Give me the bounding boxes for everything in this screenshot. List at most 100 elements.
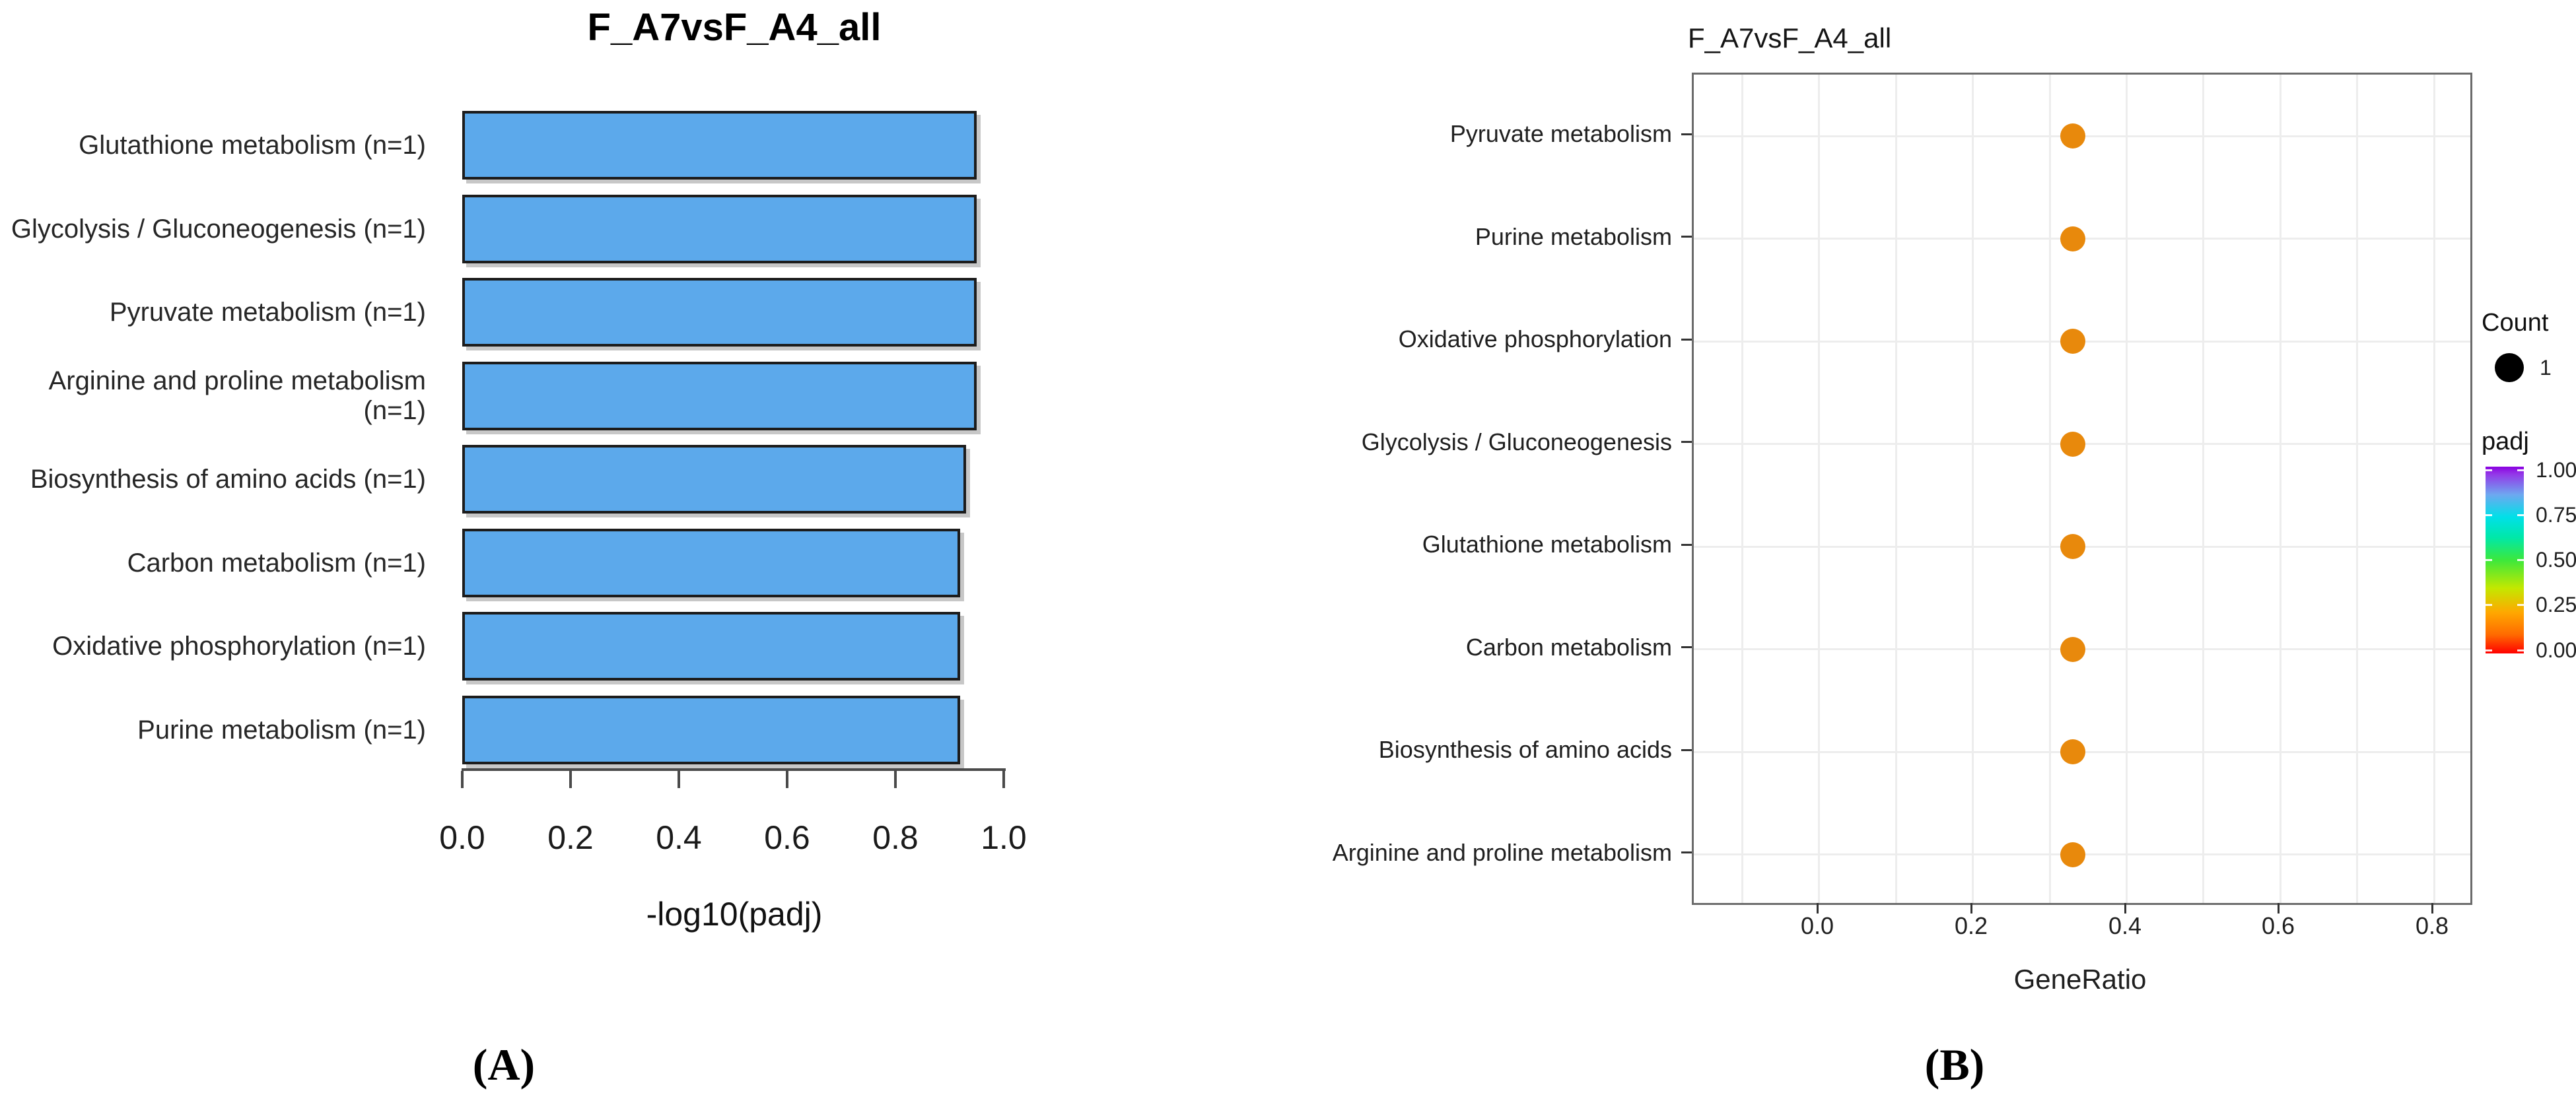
colorbar-tick [2486,514,2492,516]
legend-count-size-label: 1 [2540,355,2552,380]
vertical-gridline [1741,75,1743,903]
colorbar-tick [2517,604,2524,607]
panel-a-caption: (A) [472,1040,536,1090]
y-axis-tick [1681,236,1692,238]
x-axis-tick-label: 0.4 [2108,912,2142,939]
y-axis-tick [1681,133,1692,135]
x-axis-tick-label: 0.6 [764,819,810,856]
x-axis-tick [569,771,572,788]
y-axis-category-label: Purine metabolism [1475,222,1672,250]
x-axis-tick-label: 0.0 [1800,912,1834,939]
bar [462,362,977,430]
bar-category-label: Purine metabolism (n=1) [137,715,426,745]
bar [462,696,960,764]
x-axis-tick [1816,903,1819,914]
bar-category-label: Pyruvate metabolism (n=1) [109,297,426,327]
x-axis-tick-label: 0.2 [547,819,594,856]
panel-b-title: F_A7vsF_A4_all [1688,22,1892,53]
legend-count-title: Count [2482,309,2549,337]
vertical-gridline [2202,75,2205,903]
bar-category-label: Glycolysis / Gluconeogenesis (n=1) [11,214,426,244]
y-axis-category-label: Biosynthesis of amino acids [1378,736,1672,764]
y-axis-tick [1681,851,1692,854]
panel-b-x-axis-label: GeneRatio [2013,964,2147,995]
colorbar-tick [2517,469,2524,471]
x-axis-tick [2124,903,2126,914]
panel-b-caption: (B) [1924,1040,1985,1090]
vertical-gridline [1972,75,1974,903]
x-axis-tick [2277,903,2280,914]
data-point-dot [2060,534,2086,560]
bar [462,111,977,180]
panel-b-plot-area [1692,73,2472,905]
bar [462,278,977,347]
y-axis-category-label: Glycolysis / Gluconeogenesis [1361,428,1672,455]
x-axis-tick-label: 1.0 [981,819,1027,856]
y-axis-category-label: Arginine and proline metabolism [1332,838,1672,866]
legend-count-dot-icon [2495,353,2524,382]
y-axis-tick [1681,543,1692,546]
x-axis-tick [2431,903,2433,914]
x-axis-tick-label: 0.6 [2261,912,2295,939]
bar-category-label: Arginine and proline metabolism (n=1) [48,366,426,425]
colorbar-tick-label: 0.25 [2536,593,2576,617]
x-axis-tick-label: 0.8 [872,819,919,856]
data-point-dot [2060,226,2086,251]
vertical-gridline [2433,75,2435,903]
colorbar-tick-label: 0.50 [2536,548,2576,572]
data-point-dot [2060,123,2086,149]
vertical-gridline [2279,75,2281,903]
bar-category-label: Biosynthesis of amino acids (n=1) [30,464,426,494]
vertical-gridline [2048,75,2051,903]
vertical-gridline [2126,75,2128,903]
y-axis-category-label: Pyruvate metabolism [1449,120,1672,147]
colorbar-tick [2486,469,2492,471]
y-axis-tick [1681,646,1692,649]
y-axis-category-label: Oxidative phosphorylation [1398,325,1672,353]
vertical-gridline [2356,75,2359,903]
bar [462,612,960,681]
y-axis-category-label: Carbon metabolism [1465,633,1672,661]
colorbar-tick [2517,559,2524,561]
x-axis-tick [1970,903,1972,914]
vertical-gridline [1818,75,1821,903]
colorbar-tick [2486,604,2492,607]
data-point-dot [2060,739,2086,765]
colorbar-tick [2517,649,2524,651]
colorbar-tick [2517,514,2524,516]
bar-category-label: Carbon metabolism (n=1) [127,548,426,578]
colorbar-tick-label: 0.75 [2536,502,2576,527]
bar-category-label: Oxidative phosphorylation (n=1) [52,631,426,661]
bar [462,445,966,514]
x-axis-tick [894,771,897,788]
x-axis-tick-label: 0.4 [656,819,702,856]
colorbar-tick-label: 0.00 [2536,638,2576,662]
bar [462,529,960,597]
x-axis-tick-label: 0.8 [2415,912,2449,939]
y-axis-tick [1681,441,1692,444]
x-axis-tick-label: 0.2 [1954,912,1988,939]
data-point-dot [2060,842,2086,867]
legend-padj-colorbar [2486,467,2524,653]
bar [462,195,977,263]
bar-category-label: Glutathione metabolism (n=1) [79,130,426,160]
y-axis-tick [1681,338,1692,341]
y-axis-category-label: Glutathione metabolism [1422,531,1672,558]
panel-a-x-axis-label: -log10(padj) [646,896,823,933]
data-point-dot [2060,636,2086,662]
colorbar-tick [2486,559,2492,561]
y-axis-tick [1681,748,1692,751]
x-axis-tick [678,771,680,788]
x-axis-tick [786,771,788,788]
data-point-dot [2060,329,2086,354]
colorbar-tick-label: 1.00 [2536,457,2576,482]
panel-a-title: F_A7vsF_A4_all [587,6,882,49]
panel-a-x-axis-line [462,768,1006,771]
x-axis-tick [461,771,464,788]
x-axis-tick-label: 0.0 [439,819,485,856]
x-axis-tick [1002,771,1005,788]
colorbar-tick [2486,649,2492,651]
vertical-gridline [1895,75,1897,903]
legend-padj-title: padj [2482,428,2529,455]
